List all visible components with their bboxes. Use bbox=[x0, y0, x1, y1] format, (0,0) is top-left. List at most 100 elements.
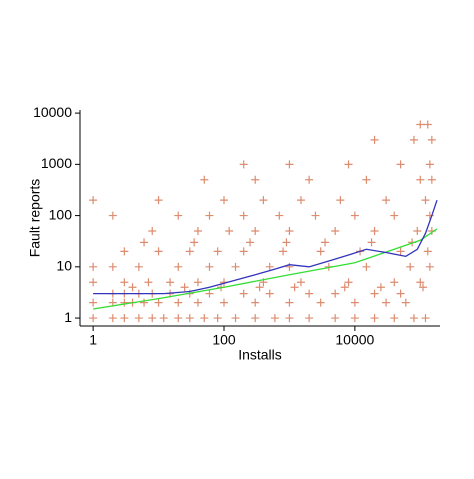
point bbox=[396, 289, 405, 298]
point bbox=[350, 298, 359, 307]
point bbox=[370, 227, 379, 236]
point bbox=[416, 120, 425, 129]
point bbox=[331, 289, 340, 298]
point bbox=[362, 175, 371, 184]
point bbox=[193, 227, 202, 236]
point bbox=[344, 160, 353, 169]
point bbox=[390, 314, 399, 323]
point bbox=[185, 314, 194, 323]
point bbox=[362, 262, 371, 271]
point bbox=[285, 227, 294, 236]
y-axis-label: Fault reports bbox=[27, 179, 43, 258]
point bbox=[416, 175, 425, 184]
y-tick-label: 1000 bbox=[41, 155, 72, 171]
point bbox=[305, 289, 314, 298]
point bbox=[344, 278, 353, 287]
point bbox=[382, 196, 391, 205]
point bbox=[148, 314, 157, 323]
point bbox=[213, 247, 222, 256]
point bbox=[401, 298, 410, 307]
y-tick-label: 1 bbox=[64, 309, 72, 325]
point bbox=[270, 314, 279, 323]
point bbox=[246, 238, 255, 247]
point bbox=[108, 211, 117, 220]
point bbox=[166, 278, 175, 287]
point bbox=[285, 160, 294, 169]
point bbox=[140, 238, 149, 247]
point bbox=[251, 314, 260, 323]
point bbox=[425, 160, 434, 169]
point bbox=[416, 278, 425, 287]
point bbox=[225, 227, 234, 236]
point bbox=[305, 175, 314, 184]
point bbox=[350, 211, 359, 220]
point bbox=[134, 262, 143, 271]
point bbox=[376, 283, 385, 292]
trend-line bbox=[93, 228, 438, 310]
point bbox=[239, 160, 248, 169]
point bbox=[185, 247, 194, 256]
point bbox=[370, 289, 379, 298]
point bbox=[154, 247, 163, 256]
point bbox=[154, 298, 163, 307]
point bbox=[219, 196, 228, 205]
point bbox=[290, 283, 299, 292]
point bbox=[382, 298, 391, 307]
point bbox=[140, 298, 149, 307]
point bbox=[205, 289, 214, 298]
point bbox=[413, 227, 422, 236]
point bbox=[427, 135, 436, 144]
point bbox=[190, 238, 199, 247]
point bbox=[406, 262, 415, 271]
point bbox=[120, 247, 129, 256]
point bbox=[174, 298, 183, 307]
point bbox=[390, 278, 399, 287]
point bbox=[128, 283, 137, 292]
x-axis-label: Installs bbox=[238, 347, 282, 363]
point bbox=[316, 247, 325, 256]
y-tick-label: 10000 bbox=[33, 104, 72, 120]
point bbox=[367, 238, 376, 247]
point bbox=[296, 278, 305, 287]
point bbox=[255, 283, 264, 292]
point bbox=[285, 314, 294, 323]
point bbox=[370, 314, 379, 323]
point bbox=[231, 262, 240, 271]
point bbox=[200, 314, 209, 323]
point bbox=[205, 211, 214, 220]
point bbox=[231, 314, 240, 323]
point bbox=[259, 196, 268, 205]
point bbox=[409, 135, 418, 144]
point bbox=[89, 196, 98, 205]
point bbox=[425, 262, 434, 271]
point bbox=[108, 262, 117, 271]
point bbox=[200, 175, 209, 184]
point bbox=[251, 175, 260, 184]
point bbox=[89, 314, 98, 323]
point bbox=[134, 314, 143, 323]
point bbox=[89, 262, 98, 271]
point bbox=[419, 283, 428, 292]
point bbox=[285, 262, 294, 271]
point bbox=[423, 247, 432, 256]
x-tick-label: 100 bbox=[212, 332, 236, 348]
point bbox=[251, 227, 260, 236]
point bbox=[421, 196, 430, 205]
y-tick-label: 100 bbox=[49, 206, 73, 222]
point bbox=[219, 298, 228, 307]
point bbox=[425, 211, 434, 220]
point bbox=[159, 314, 168, 323]
point bbox=[180, 283, 189, 292]
point bbox=[390, 211, 399, 220]
point bbox=[148, 227, 157, 236]
point bbox=[265, 289, 274, 298]
point bbox=[108, 314, 117, 323]
point bbox=[340, 283, 349, 292]
point bbox=[421, 314, 430, 323]
point bbox=[409, 314, 418, 323]
point bbox=[239, 247, 248, 256]
point bbox=[350, 314, 359, 323]
point bbox=[120, 314, 129, 323]
point bbox=[174, 211, 183, 220]
